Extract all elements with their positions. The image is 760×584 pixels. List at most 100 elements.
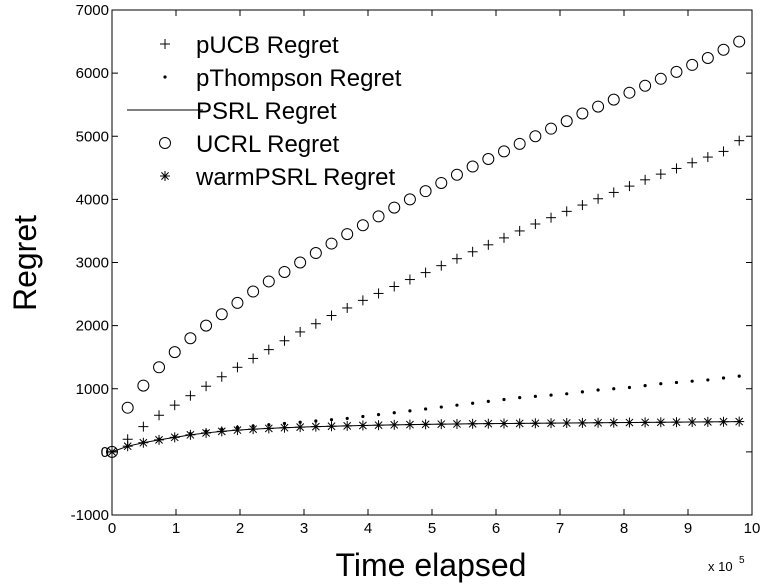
series-ucrl-regret	[106, 35, 746, 458]
data-point-ucrl-regret	[372, 210, 385, 223]
data-point-warmpsrl-regret	[248, 424, 259, 435]
data-point-warmpsrl-regret	[185, 429, 196, 440]
data-point-pucb-regret	[263, 344, 274, 355]
data-point-ucrl-regret	[247, 285, 260, 298]
data-point-pthompson-regret	[596, 388, 600, 392]
y-tick-label: 7000	[76, 2, 109, 19]
x-tick-label: 8	[620, 520, 628, 537]
data-point-pucb-regret	[279, 335, 290, 346]
data-point-pucb-regret	[216, 371, 227, 382]
legend-marker-pucb-regret	[160, 39, 170, 49]
y-tick-label: 2000	[76, 318, 109, 335]
x-tick-label: 0	[108, 520, 116, 537]
data-point-ucrl-regret	[215, 308, 228, 321]
data-point-pucb-regret	[373, 288, 384, 299]
x-exponent-value: 5	[739, 555, 745, 566]
data-point-warmpsrl-regret	[546, 418, 557, 429]
data-point-ucrl-regret	[576, 107, 589, 120]
data-point-ucrl-regret	[498, 145, 510, 158]
data-point-warmpsrl-regret	[216, 426, 227, 437]
data-point-ucrl-regret	[513, 137, 526, 150]
data-point-warmpsrl-regret	[608, 417, 619, 428]
data-point-warmpsrl-regret	[467, 418, 478, 429]
data-point-pucb-regret	[499, 232, 509, 243]
data-point-ucrl-regret	[168, 346, 181, 359]
data-point-pucb-regret	[232, 362, 243, 373]
x-tick-label: 3	[300, 520, 308, 537]
data-point-pthompson-regret	[690, 379, 694, 383]
data-point-ucrl-regret	[482, 152, 495, 165]
data-point-pucb-regret	[248, 353, 259, 364]
x-tick-label: 6	[492, 520, 500, 537]
data-point-ucrl-regret	[686, 58, 699, 71]
data-point-pthompson-regret	[612, 387, 616, 391]
x-tick-label: 4	[364, 520, 372, 537]
data-point-warmpsrl-regret	[624, 417, 635, 428]
data-point-pthompson-regret	[361, 414, 365, 419]
data-point-ucrl-regret	[560, 115, 573, 128]
data-point-ucrl-regret	[356, 219, 369, 232]
legend-label-pucb-regret: pUCB Regret	[196, 32, 339, 59]
data-point-warmpsrl-regret	[687, 417, 698, 428]
data-point-warmpsrl-regret	[169, 432, 180, 443]
y-tick-label: 4000	[76, 191, 109, 208]
data-point-ucrl-regret	[231, 296, 244, 309]
y-tick-label: 1000	[76, 381, 109, 398]
data-point-pthompson-regret	[737, 374, 741, 378]
data-point-pucb-regret	[734, 135, 745, 146]
data-point-ucrl-regret	[153, 361, 166, 374]
data-point-warmpsrl-regret	[530, 418, 541, 429]
data-point-pucb-regret	[154, 410, 165, 421]
data-point-pthompson-regret	[565, 392, 569, 396]
y-axis-title: Regret	[7, 215, 43, 311]
legend-label-warmpsrl-regret: warmPSRL Regret	[195, 164, 396, 191]
data-point-pucb-regret	[530, 218, 541, 229]
data-point-warmpsrl-regret	[107, 446, 117, 457]
data-point-pthompson-regret	[471, 401, 475, 405]
data-point-warmpsrl-regret	[671, 417, 682, 428]
data-point-pthompson-regret	[533, 394, 537, 398]
data-point-warmpsrl-regret	[483, 418, 494, 429]
data-point-warmpsrl-regret	[593, 417, 604, 428]
data-point-warmpsrl-regret	[310, 421, 321, 432]
data-point-ucrl-regret	[419, 185, 432, 198]
data-point-pthompson-regret	[392, 411, 396, 415]
data-point-ucrl-regret	[262, 275, 275, 288]
data-point-pucb-regret	[608, 187, 619, 198]
data-point-warmpsrl-regret	[404, 419, 415, 430]
data-point-pthompson-regret	[314, 419, 318, 423]
data-point-ucrl-regret	[341, 228, 354, 241]
data-point-warmpsrl-regret	[138, 437, 149, 448]
data-point-pucb-regret	[577, 200, 588, 211]
data-point-pucb-regret	[451, 253, 462, 264]
data-point-ucrl-regret	[388, 201, 401, 214]
data-point-pucb-regret	[389, 281, 400, 292]
data-point-pucb-regret	[514, 225, 525, 236]
y-tick-label: 0	[101, 444, 109, 461]
data-point-pucb-regret	[593, 193, 604, 204]
data-point-ucrl-regret	[294, 256, 307, 269]
data-point-ucrl-regret	[450, 168, 463, 181]
data-point-pthompson-regret	[706, 378, 710, 382]
data-point-pucb-regret	[436, 260, 447, 271]
data-point-pthompson-regret	[486, 399, 490, 403]
data-point-pthompson-regret	[408, 409, 412, 413]
data-point-ucrl-regret	[592, 100, 605, 113]
data-point-pucb-regret	[295, 326, 306, 337]
data-point-warmpsrl-regret	[295, 422, 306, 433]
data-point-ucrl-regret	[184, 332, 197, 345]
data-point-pucb-regret	[310, 318, 321, 329]
data-point-ucrl-regret	[545, 122, 558, 135]
data-point-pthompson-regret	[424, 407, 428, 411]
legend-label-pthompson-regret: pThompson Regret	[196, 65, 402, 92]
series-warmpsrl-regret	[107, 416, 745, 457]
data-point-pthompson-regret	[580, 390, 585, 394]
data-point-warmpsrl-regret	[640, 417, 651, 428]
x-axis-title: Time elapsed	[336, 547, 527, 583]
data-point-pucb-regret	[420, 267, 431, 278]
x-axis-ticks: 0 1 2 3 4 5 6 7 8 9 10	[108, 10, 760, 537]
data-point-pthompson-regret	[659, 382, 663, 386]
data-point-ucrl-regret	[403, 193, 416, 206]
data-point-pucb-regret	[467, 246, 478, 257]
